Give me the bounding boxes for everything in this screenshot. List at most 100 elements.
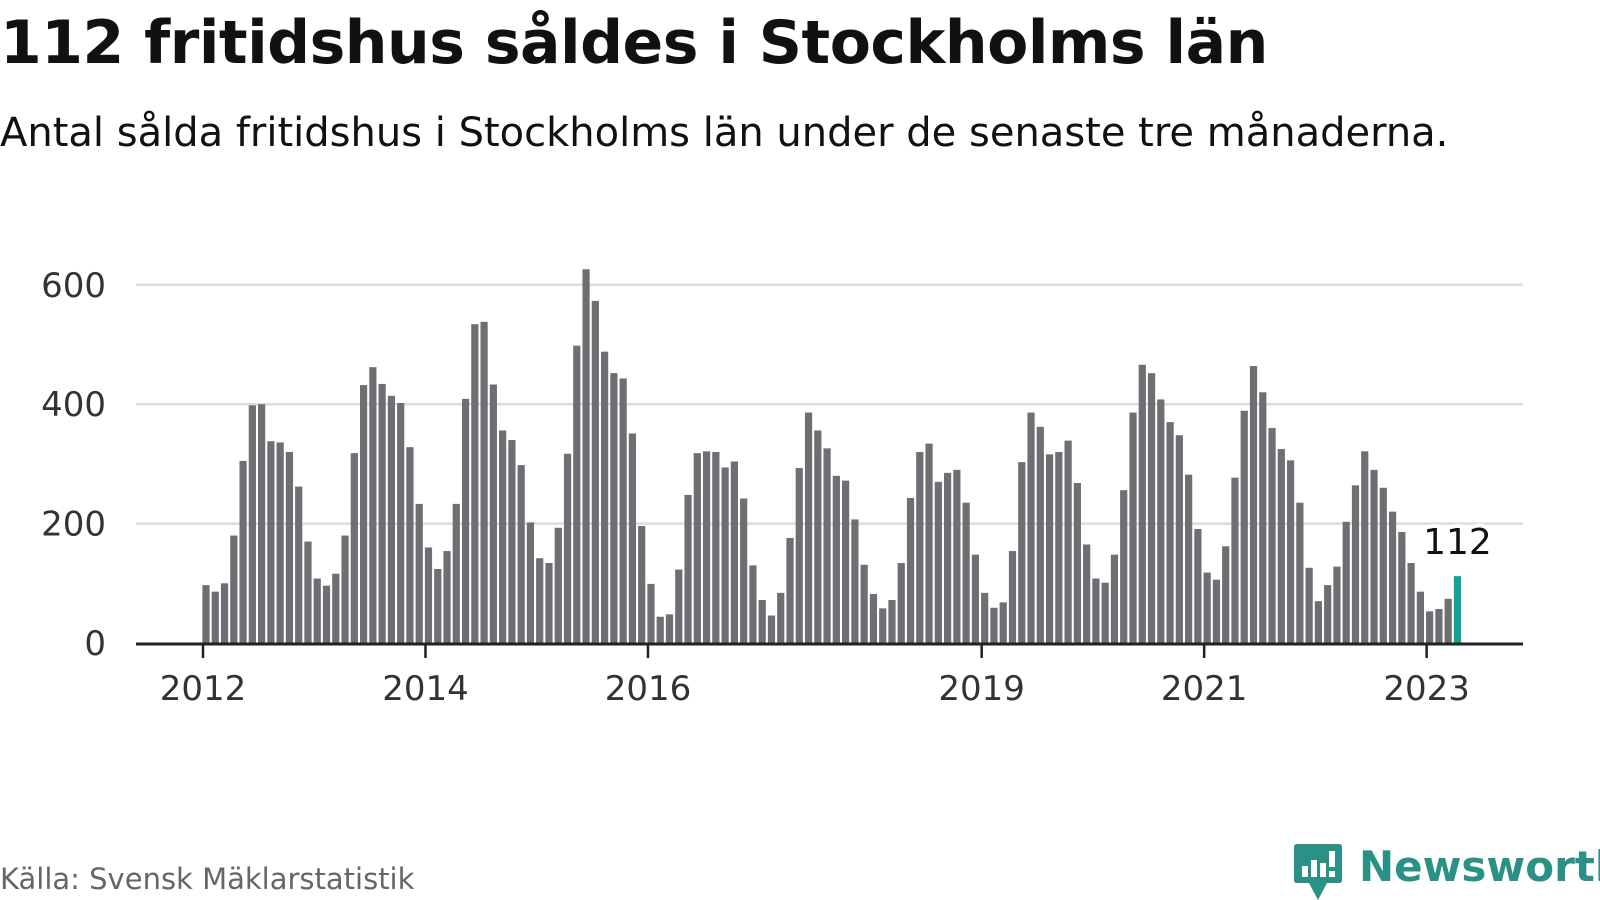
bar (536, 558, 544, 643)
x-tick-label: 2021 (1161, 669, 1248, 709)
bar (248, 405, 256, 643)
bar (702, 451, 711, 643)
source-note: Källa: Svensk Mäklarstatistik (0, 862, 415, 896)
bar (1268, 428, 1276, 643)
bar (1064, 440, 1072, 643)
bar (1314, 601, 1322, 643)
bar (378, 383, 386, 643)
bar (387, 395, 395, 643)
y-tick-label: 0 (84, 624, 106, 664)
bar (313, 578, 321, 643)
bar (953, 469, 961, 643)
bar (1055, 451, 1063, 643)
x-tick-label: 2023 (1383, 669, 1470, 709)
bar (647, 583, 655, 643)
bar (999, 602, 1007, 643)
annotation-halo: 112 (1423, 522, 1492, 563)
bar (1120, 490, 1128, 643)
bar (749, 565, 757, 643)
bar (730, 461, 738, 643)
bar (879, 608, 887, 643)
bar (1444, 598, 1452, 643)
bar (619, 378, 627, 643)
bar (1277, 448, 1285, 643)
bar (1324, 585, 1332, 643)
bar (499, 430, 507, 643)
bar (322, 585, 331, 643)
bar (916, 451, 924, 643)
bar (1416, 591, 1424, 643)
bar (1240, 410, 1248, 643)
bar (573, 345, 581, 643)
x-tick-label: 2014 (382, 669, 469, 709)
bar (804, 412, 813, 643)
bar (545, 563, 553, 643)
bar (934, 481, 942, 643)
bar (906, 497, 915, 643)
bar (944, 472, 952, 643)
bar (962, 502, 970, 643)
bar (397, 403, 405, 643)
bar (842, 480, 850, 643)
bar (452, 503, 460, 643)
bar (1351, 485, 1360, 643)
bar (665, 614, 674, 643)
bar (1045, 454, 1054, 643)
bar (656, 616, 664, 643)
y-tick-label: 200 (41, 505, 106, 545)
bar (1249, 365, 1258, 643)
bar (1361, 451, 1369, 643)
bar (1083, 544, 1091, 643)
bar (461, 398, 470, 643)
bar (638, 525, 646, 643)
bar (1147, 373, 1156, 643)
bar (814, 430, 822, 643)
bar (582, 269, 590, 643)
chart-title: 112 fritidshus såldes i Stockholms län (0, 8, 1268, 78)
bar (1426, 611, 1434, 643)
bar (424, 547, 433, 643)
bar (610, 373, 618, 643)
bar (1398, 531, 1406, 643)
bar (897, 563, 905, 643)
bar (285, 451, 294, 643)
bar (211, 591, 219, 643)
bar (1092, 578, 1100, 643)
bar (1157, 399, 1165, 643)
bar (489, 384, 497, 643)
bar (1296, 502, 1304, 643)
y-tick-label: 400 (41, 385, 106, 425)
bar (1305, 567, 1313, 643)
bar (721, 467, 729, 643)
bar (332, 573, 340, 643)
bar (239, 460, 247, 643)
bar (1110, 554, 1119, 643)
bar (1212, 579, 1221, 643)
bars (202, 269, 1462, 643)
bar (1129, 412, 1137, 643)
bar (1231, 477, 1239, 643)
bar (1435, 608, 1443, 643)
bar (1194, 528, 1202, 643)
bar (295, 486, 303, 643)
bar (777, 592, 785, 643)
x-tick-label: 2012 (160, 669, 247, 709)
bar (359, 385, 368, 643)
bar (1342, 521, 1350, 643)
brand-mark[interactable]: Newsworthy (1293, 842, 1600, 900)
annotation-label: 112 (1423, 522, 1492, 563)
bar (526, 522, 535, 643)
bar (1407, 563, 1415, 643)
bar (443, 551, 451, 643)
chart-subtitle: Antal sålda fritidshus i Stockholms län … (0, 110, 1449, 156)
bar (220, 583, 229, 643)
bar (758, 600, 766, 643)
bar (1138, 364, 1146, 643)
bar (795, 468, 803, 643)
bar (258, 404, 266, 643)
bar (1222, 546, 1230, 643)
bar (1333, 566, 1341, 643)
bar (860, 564, 868, 643)
bar (740, 498, 748, 643)
